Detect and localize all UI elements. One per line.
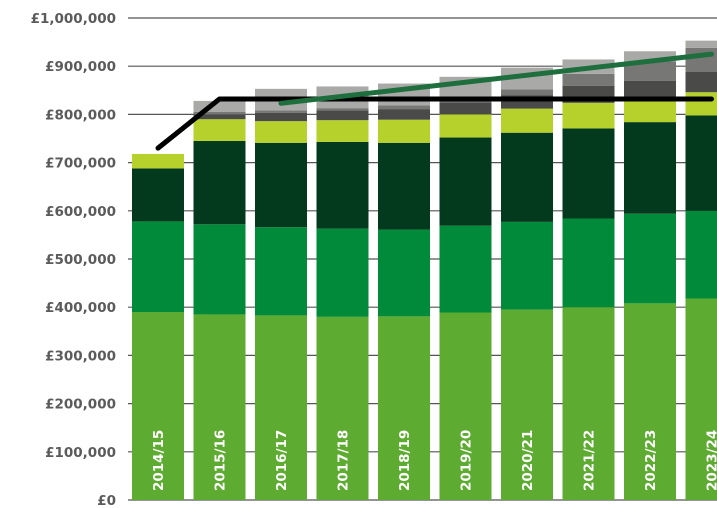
x-tick-label: 2021/22	[582, 430, 598, 491]
bar-segment	[685, 40, 717, 48]
bar-segment	[316, 108, 369, 111]
bar-segment	[316, 141, 369, 229]
trend-line	[278, 51, 714, 106]
bar-segment	[685, 298, 717, 500]
bar-segment	[378, 142, 430, 230]
bar-segment	[501, 132, 553, 222]
x-tick-label: 2020/21	[520, 430, 536, 491]
y-tick-label: £600,000	[45, 204, 116, 220]
x-tick-label: 2016/17	[274, 430, 290, 491]
bar-stack	[193, 100, 246, 500]
bar-segment	[316, 120, 369, 142]
bar-segment	[562, 102, 615, 129]
bar-segment	[624, 213, 676, 304]
x-tick-label: 2019/20	[459, 430, 475, 491]
bar-segment	[501, 108, 553, 133]
bar-segment	[439, 114, 492, 138]
y-tick-label: £400,000	[45, 300, 116, 316]
bar-segment	[501, 221, 553, 310]
bar-segment	[193, 140, 246, 225]
bar-stack	[562, 59, 615, 500]
x-tick-label: 2015/16	[213, 430, 229, 491]
bar-segment	[255, 110, 307, 113]
bar-segment	[193, 100, 246, 112]
bar-segment	[624, 303, 676, 500]
bar-segment	[193, 314, 246, 500]
bar-segment	[316, 110, 369, 121]
y-tick-label: £100,000	[45, 445, 116, 461]
bar-segment	[132, 168, 184, 222]
bar-segment	[562, 128, 615, 219]
bar-segment	[132, 221, 184, 313]
bar-segment	[316, 316, 369, 500]
trend-lines	[155, 51, 714, 151]
x-tick-label: 2022/23	[643, 430, 659, 491]
bar-segment	[378, 229, 430, 317]
y-tick-label: £900,000	[45, 59, 116, 75]
y-tick-label: £800,000	[45, 107, 116, 123]
bar-segment	[562, 218, 615, 308]
x-axis-labels: 2014/15 2015/16 2016/17 2017/18 2018/19 2019/…	[151, 430, 717, 491]
y-tick-label: £1,000,000	[31, 11, 116, 27]
bar-segment	[501, 309, 553, 500]
bar-segment	[255, 121, 307, 143]
bar-stack	[132, 153, 184, 500]
bar-segment	[378, 119, 430, 143]
bar-segment	[685, 210, 717, 299]
bar-segment	[562, 307, 615, 500]
y-tick-label: £0	[97, 493, 116, 508]
bar-segment	[685, 92, 717, 116]
bar-segment	[378, 316, 430, 500]
x-tick-label: 2023/24	[705, 430, 717, 491]
y-tick-label: £500,000	[45, 252, 116, 268]
bar-segment	[624, 61, 676, 81]
bar-segment	[439, 102, 492, 115]
bar-segment	[439, 137, 492, 226]
x-tick-label: 2014/15	[151, 430, 167, 491]
bar-segment	[378, 105, 430, 110]
bar-stack	[501, 67, 553, 500]
y-tick-label: £200,000	[45, 397, 116, 413]
bar-stack	[439, 76, 492, 500]
bar-stack	[316, 86, 369, 500]
y-tick-label: £300,000	[45, 348, 116, 364]
bar-segment	[193, 114, 246, 120]
bar-segment	[624, 80, 676, 99]
bar-stack	[624, 51, 676, 500]
x-tick-label: 2017/18	[336, 430, 352, 491]
bar-segment	[193, 224, 246, 315]
bar-segment	[624, 122, 676, 214]
bar-segment	[132, 153, 184, 169]
bar-segment	[685, 71, 717, 93]
bar-segment	[439, 225, 492, 313]
bar-segment	[685, 47, 717, 72]
bar-segment	[685, 115, 717, 211]
bar-segment	[624, 51, 676, 62]
y-axis: £0 £100,000 £200,000 £300,000 £400,000 £500,0…	[31, 11, 116, 508]
bar-segment	[501, 89, 553, 96]
bar-segment	[624, 98, 676, 123]
bar-segment	[255, 315, 307, 500]
bar-stack	[378, 83, 430, 500]
y-tick-label: £700,000	[45, 156, 116, 172]
bar-segment	[255, 227, 307, 316]
bar-segment	[255, 112, 307, 122]
bar-segment	[378, 109, 430, 120]
bar-segment	[255, 142, 307, 228]
bar-segment	[132, 312, 184, 500]
bar-segment	[439, 312, 492, 500]
bar-segment	[316, 228, 369, 317]
bar-segment	[562, 73, 615, 86]
x-tick-label: 2018/19	[397, 430, 413, 491]
bar-stacks	[132, 40, 717, 500]
bar-segment	[193, 119, 246, 141]
trend-line	[155, 96, 714, 151]
bar-segment	[193, 111, 246, 115]
